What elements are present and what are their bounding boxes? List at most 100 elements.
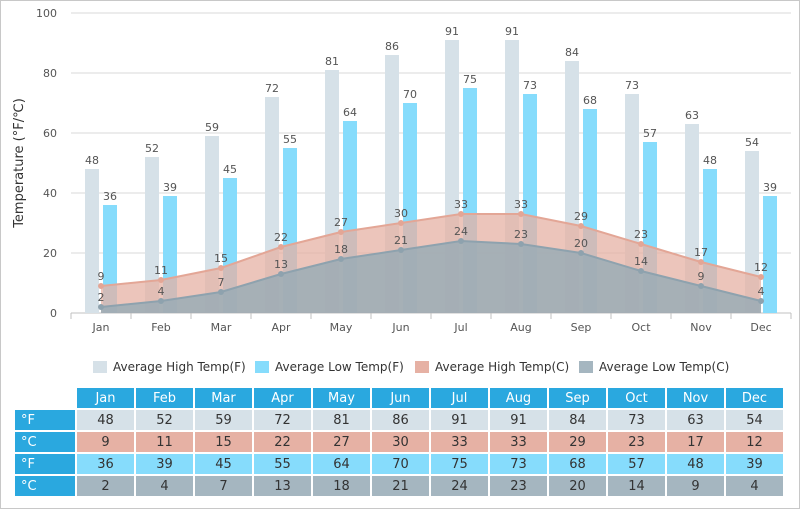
table-cell: 36 <box>77 454 134 474</box>
data-label-low-c: 2 <box>98 291 105 304</box>
table-cell: 57 <box>608 454 665 474</box>
table-cell: 20 <box>549 476 606 496</box>
high-c-point <box>698 259 704 265</box>
data-label-high-c: 27 <box>334 216 348 229</box>
data-label-low-c: 7 <box>218 276 225 289</box>
table-cell: 7 <box>195 476 252 496</box>
table-cell: 14 <box>608 476 665 496</box>
data-label-low-f: 48 <box>703 154 717 167</box>
data-label-high-f: 59 <box>205 121 219 134</box>
low-c-point <box>98 304 104 310</box>
table-cell: 91 <box>490 410 547 430</box>
data-label-low-f: 39 <box>763 181 777 194</box>
high-c-point <box>638 241 644 247</box>
x-tick-label: Mar <box>211 321 232 334</box>
table-cell: 17 <box>667 432 724 452</box>
table-header-mar: Mar <box>195 388 252 408</box>
data-label-low-c: 24 <box>454 225 468 238</box>
data-label-high-c: 33 <box>454 198 468 211</box>
table-cell: 12 <box>726 432 783 452</box>
table-row-unit-label: °C <box>15 432 75 452</box>
low-c-point <box>518 241 524 247</box>
low-c-point <box>698 283 704 289</box>
legend-swatch-low-f <box>255 361 269 373</box>
low-c-point <box>398 247 404 253</box>
data-label-high-c: 29 <box>574 210 588 223</box>
table-cell: 55 <box>254 454 311 474</box>
low-c-point <box>158 298 164 304</box>
table-row: °C 9 11 15 22 27 30 33 33 29 23 17 12 <box>15 432 783 452</box>
data-label-low-f: 55 <box>283 133 297 146</box>
y-tick-label: 0 <box>50 307 57 320</box>
table-header-oct: Oct <box>608 388 665 408</box>
y-axis-title: Temperature (°F/℃) <box>12 98 27 229</box>
data-label-low-f: 36 <box>103 190 117 203</box>
legend-item-low-c[interactable]: Average Low Temp(C) <box>579 358 729 376</box>
table-cell: 4 <box>136 476 193 496</box>
data-label-high-f: 91 <box>445 25 459 38</box>
legend-item-high-c[interactable]: Average High Temp(C) <box>415 358 569 376</box>
data-label-low-c: 14 <box>634 255 648 268</box>
data-label-low-c: 4 <box>158 285 165 298</box>
x-tick-label: Dec <box>750 321 771 334</box>
table-cell: 54 <box>726 410 783 430</box>
table-cell: 15 <box>195 432 252 452</box>
table-header-jul: Jul <box>431 388 488 408</box>
low-c-point <box>338 256 344 262</box>
table-cell: 48 <box>77 410 134 430</box>
legend-swatch-low-c <box>579 361 593 373</box>
data-label-low-f: 57 <box>643 127 657 140</box>
bar-low-f <box>763 196 777 313</box>
table-cell: 2 <box>77 476 134 496</box>
high-c-point <box>278 244 284 250</box>
data-label-high-c: 30 <box>394 207 408 220</box>
high-c-point <box>758 274 764 280</box>
data-label-low-c: 20 <box>574 237 588 250</box>
table-row: °C 2 4 7 13 18 21 24 23 20 14 9 4 <box>15 476 783 496</box>
data-label-high-f: 81 <box>325 55 339 68</box>
table-cell: 73 <box>490 454 547 474</box>
table-cell: 13 <box>254 476 311 496</box>
legend-item-high-f[interactable]: Average High Temp(F) <box>93 358 246 376</box>
x-tick-label: Feb <box>151 321 170 334</box>
x-tick-label: Jul <box>453 321 467 334</box>
low-c-area <box>101 241 761 313</box>
data-label-low-f: 70 <box>403 88 417 101</box>
high-c-point <box>458 211 464 217</box>
x-tick-label: Jan <box>92 321 110 334</box>
data-label-high-f: 73 <box>625 79 639 92</box>
y-tick-label: 40 <box>43 187 57 200</box>
table-cell: 63 <box>667 410 724 430</box>
table-header-sep: Sep <box>549 388 606 408</box>
low-c-point <box>638 268 644 274</box>
low-c-point <box>458 238 464 244</box>
table-corner <box>15 388 75 408</box>
high-c-point <box>578 223 584 229</box>
table-cell: 39 <box>136 454 193 474</box>
data-label-low-f: 75 <box>463 73 477 86</box>
data-label-low-c: 4 <box>758 285 765 298</box>
data-label-high-f: 48 <box>85 154 99 167</box>
data-label-low-c: 18 <box>334 243 348 256</box>
table-cell: 86 <box>372 410 429 430</box>
table-cell: 75 <box>431 454 488 474</box>
table-cell: 24 <box>431 476 488 496</box>
legend-item-low-f[interactable]: Average Low Temp(F) <box>255 358 404 376</box>
table-row: °F 48 52 59 72 81 86 91 91 84 73 63 54 <box>15 410 783 430</box>
low-c-line <box>100 239 762 308</box>
data-label-low-f: 68 <box>583 94 597 107</box>
data-label-low-f: 73 <box>523 79 537 92</box>
table-cell: 68 <box>549 454 606 474</box>
low-c-point <box>218 289 224 295</box>
data-label-low-c: 13 <box>274 258 288 271</box>
high-c-point <box>218 265 224 271</box>
table-header-jun: Jun <box>372 388 429 408</box>
table-cell: 30 <box>372 432 429 452</box>
y-tick-label: 100 <box>36 7 57 20</box>
data-label-low-f: 64 <box>343 106 357 119</box>
y-tick-label: 80 <box>43 67 57 80</box>
data-label-high-c: 33 <box>514 198 528 211</box>
legend-label-low-c: Average Low Temp(C) <box>599 360 730 374</box>
data-label-low-f: 39 <box>163 181 177 194</box>
table-row-unit-label: °F <box>15 410 75 430</box>
